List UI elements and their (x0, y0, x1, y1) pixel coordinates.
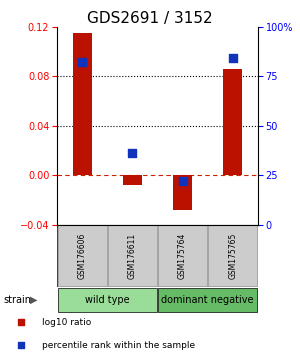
Bar (208, 225, 257, 286)
Bar (73, 33, 92, 175)
Bar (158, 288, 257, 312)
Bar (58, 288, 157, 312)
Point (130, 150, 135, 156)
Point (18, 319, 23, 325)
Text: wild type: wild type (85, 295, 130, 305)
Bar (158, 225, 207, 286)
Text: dominant negative: dominant negative (161, 295, 254, 305)
Text: percentile rank within the sample: percentile rank within the sample (42, 341, 195, 349)
Text: log10 ratio: log10 ratio (42, 318, 91, 327)
Bar (123, 175, 142, 185)
Bar (223, 69, 242, 175)
Text: ▶: ▶ (30, 295, 38, 305)
Text: GSM176611: GSM176611 (128, 233, 137, 279)
Text: GSM176606: GSM176606 (78, 233, 87, 279)
Bar (108, 225, 157, 286)
Text: strain: strain (3, 295, 31, 305)
Text: GSM175764: GSM175764 (178, 233, 187, 279)
Point (180, 178, 185, 184)
Point (80, 59, 85, 65)
Point (230, 56, 235, 61)
Text: GDS2691 / 3152: GDS2691 / 3152 (87, 11, 213, 25)
Bar (58, 225, 107, 286)
Point (18, 342, 23, 348)
Bar (173, 175, 192, 210)
Text: GSM175765: GSM175765 (228, 233, 237, 279)
